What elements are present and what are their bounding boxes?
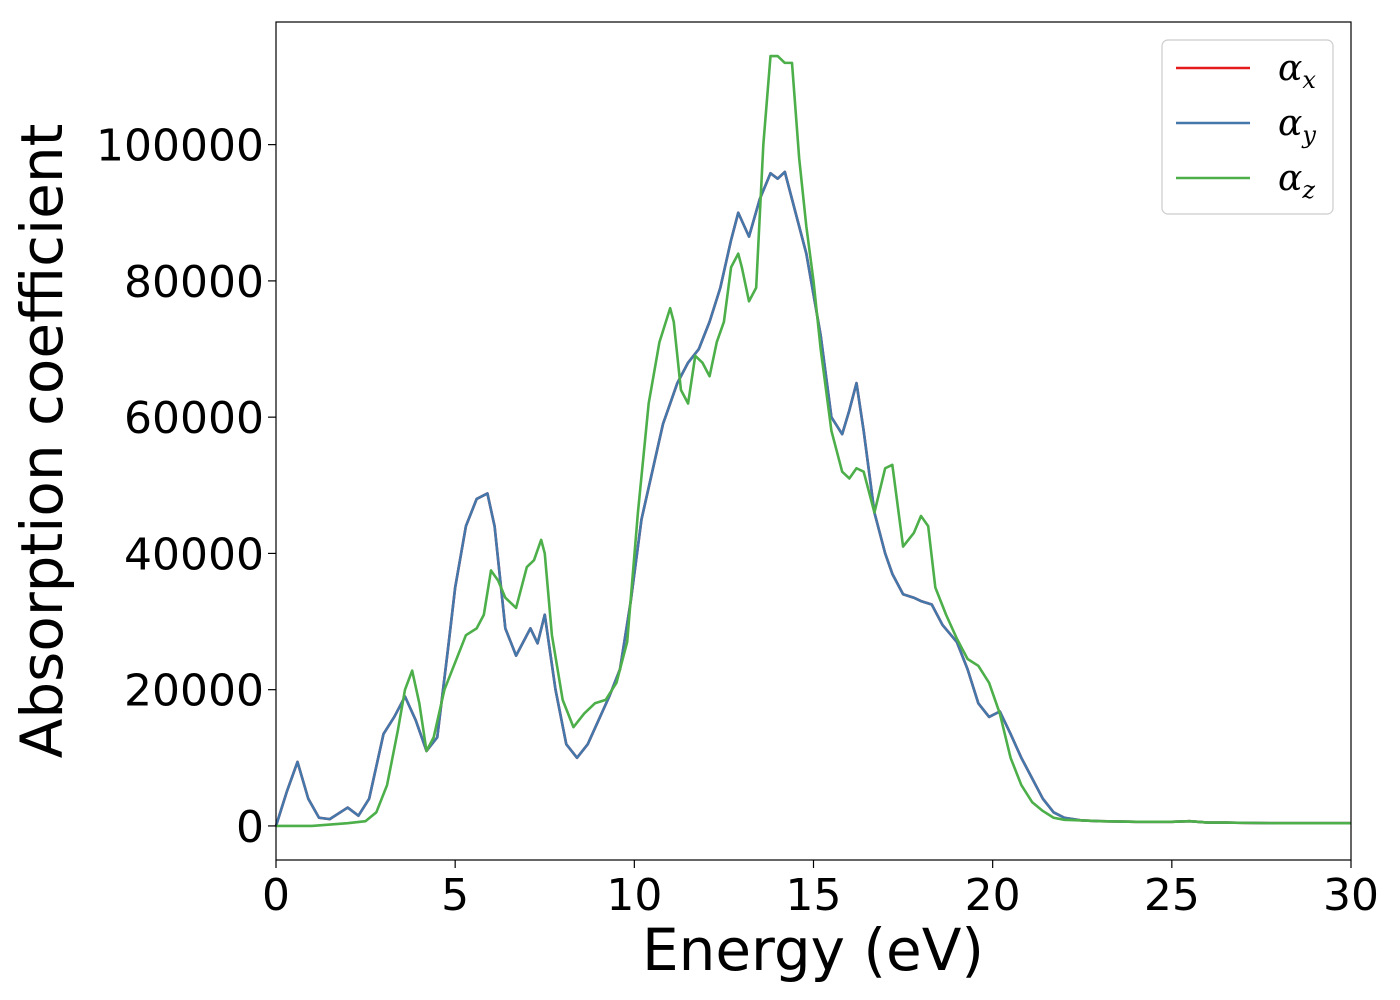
series-line-alpha-z [276,54,1351,828]
x-tick-label: 30 [1323,870,1379,921]
series-line-alpha-y [274,170,1351,827]
y-tick-label: 40000 [124,529,264,580]
y-axis-label: Absorption coefficient [8,124,76,759]
x-tick-label: 0 [262,870,290,921]
y-axis: 0 20000 40000 60000 80000 100000 [96,121,276,853]
legend-symbol: α [1278,48,1302,89]
x-tick-label: 15 [786,870,842,921]
legend-box [1161,39,1334,215]
legend-label-alpha-y: αy [1278,103,1316,149]
y-tick-label: 100000 [96,121,264,172]
y-tick-label: 20000 [124,666,264,717]
y-tick-label: 60000 [124,393,264,444]
legend-label-alpha-x: αx [1278,48,1316,94]
legend-subscript: z [1301,176,1315,204]
legend-label-alpha-z: αz [1278,158,1315,204]
legend-symbol: α [1278,158,1302,199]
legend-symbol: α [1278,103,1302,144]
series-layer [274,54,1351,828]
x-tick-label: 25 [1144,870,1200,921]
x-tick-label: 10 [606,870,662,921]
x-axis: 0 5 10 15 20 25 30 [262,860,1379,921]
y-tick-label: 0 [236,802,264,853]
x-axis-label: Energy (eV) [642,916,984,984]
x-tick-label: 5 [441,870,469,921]
legend-subscript: x [1302,66,1316,94]
x-tick-label: 20 [965,870,1021,921]
legend-subscript: y [1301,121,1316,149]
y-tick-label: 80000 [124,257,264,308]
